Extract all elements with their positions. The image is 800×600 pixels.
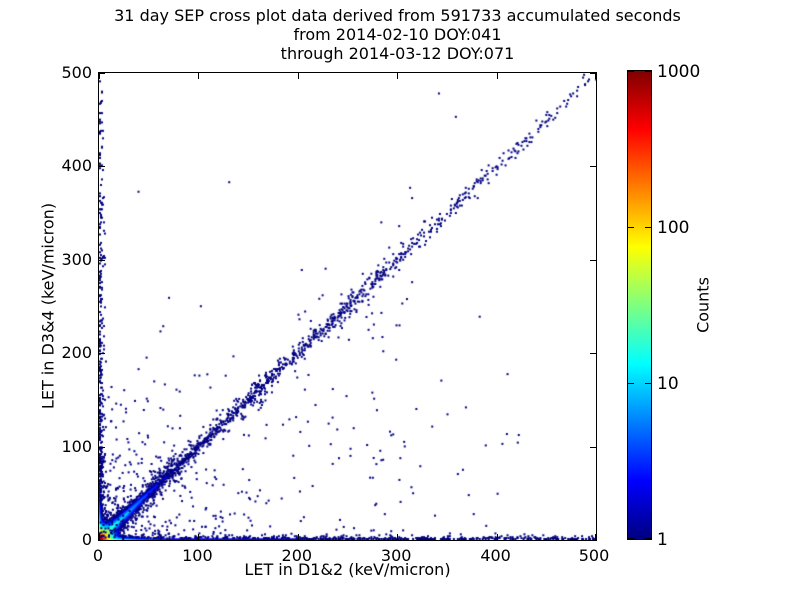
x-axis-tick [595, 73, 596, 79]
colorbar-gradient [628, 71, 651, 539]
y-tick-label: 200 [61, 343, 92, 363]
colorbar-label: Counts [693, 277, 713, 333]
title-line-1: 31 day SEP cross plot data derived from … [114, 6, 681, 25]
title-line-2: from 2014-02-10 DOY:041 [293, 25, 502, 44]
x-axis-tick [297, 73, 299, 79]
y-axis-tick [590, 540, 596, 541]
colorbar-tick [628, 227, 634, 228]
colorbar-tick [628, 71, 634, 72]
colorbar [627, 70, 652, 540]
y-axis-tick [99, 259, 105, 261]
colorbar-tick [628, 538, 634, 539]
colorbar-tick [628, 383, 634, 384]
colorbar-tick [645, 538, 651, 539]
y-axis-tick [99, 446, 105, 448]
y-axis-tick [99, 166, 105, 168]
x-tick-label: 500 [578, 546, 610, 565]
x-tick-label: 400 [480, 546, 511, 565]
colorbar-tick [645, 71, 651, 72]
x-axis-tick [397, 534, 399, 540]
y-axis-label: LET in D3&4 (keV/micron) [38, 202, 58, 410]
x-axis-tick [198, 534, 200, 540]
y-tick-label: 500 [61, 63, 92, 82]
y-tick-label: 400 [61, 156, 92, 176]
y-axis-tick [590, 166, 596, 168]
colorbar-tick [645, 227, 651, 228]
x-axis-tick [496, 73, 498, 79]
chart-title: 31 day SEP cross plot data derived from … [0, 6, 795, 63]
y-tick-label: 0 [81, 530, 92, 549]
x-axis-tick [198, 73, 200, 79]
y-axis-tick [99, 540, 105, 541]
x-axis-tick [397, 73, 399, 79]
x-axis-tick [99, 73, 100, 79]
y-axis-tick [590, 73, 596, 74]
x-axis-tick [595, 534, 596, 540]
x-axis-label: LET in D1&2 (keV/micron) [244, 560, 451, 579]
colorbar-tick [645, 383, 651, 384]
y-axis-tick [590, 353, 596, 355]
colorbar-tick-label: 1000 [657, 62, 701, 82]
x-axis-tick [297, 534, 299, 540]
y-axis-tick [590, 259, 596, 261]
colorbar-tick-label: 10 [657, 374, 679, 394]
y-axis-tick [99, 353, 105, 355]
title-line-3: through 2014-03-12 DOY:071 [280, 44, 515, 63]
colorbar-tick-label: 100 [657, 218, 690, 238]
scatter-canvas [99, 73, 596, 540]
colorbar-tick-label: 1 [657, 530, 668, 550]
y-axis-tick [99, 73, 105, 74]
plot-area [98, 72, 597, 541]
x-tick-label: 0 [92, 546, 104, 565]
x-tick-label: 200 [281, 546, 313, 565]
y-tick-label: 100 [61, 436, 92, 456]
y-tick-label: 300 [61, 249, 92, 269]
y-axis-tick [590, 446, 596, 448]
x-tick-label: 300 [380, 546, 412, 565]
x-axis-tick [496, 534, 498, 540]
x-axis-tick [99, 534, 100, 540]
x-tick-label: 100 [182, 546, 213, 565]
